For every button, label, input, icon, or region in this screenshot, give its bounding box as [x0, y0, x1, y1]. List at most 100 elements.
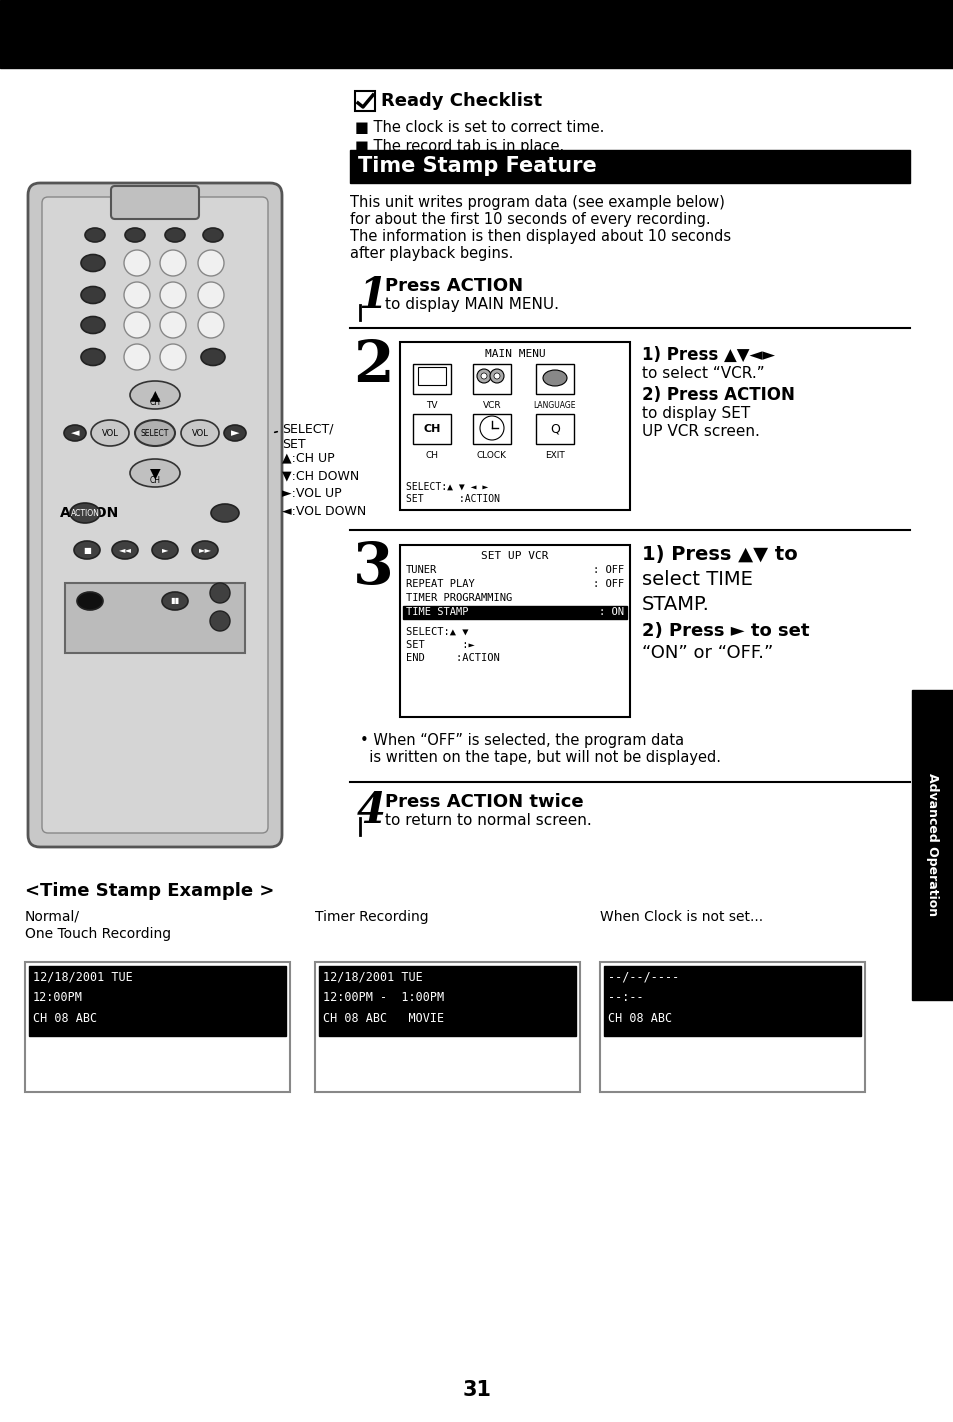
- Circle shape: [160, 282, 186, 309]
- Text: CH 08 ABC: CH 08 ABC: [33, 1012, 97, 1025]
- Bar: [536, 414, 574, 444]
- Ellipse shape: [81, 348, 105, 365]
- Text: • When “OFF” is selected, the program data: • When “OFF” is selected, the program da…: [359, 732, 683, 748]
- Text: : OFF: : OFF: [592, 579, 623, 589]
- Bar: [399, 343, 629, 510]
- Text: 1: 1: [357, 274, 387, 317]
- Text: SELECT: SELECT: [141, 428, 169, 438]
- Text: REPEAT PLAY: REPEAT PLAY: [406, 579, 475, 589]
- Text: When Clock is not set...: When Clock is not set...: [599, 910, 762, 924]
- Bar: [911, 690, 953, 1000]
- Text: ▲:CH UP: ▲:CH UP: [282, 451, 335, 464]
- Circle shape: [160, 311, 186, 338]
- Text: Timer Recording: Timer Recording: [314, 910, 428, 924]
- Ellipse shape: [64, 425, 86, 441]
- Text: 12/18/2001 TUE: 12/18/2001 TUE: [33, 970, 132, 983]
- Text: : OFF: : OFF: [592, 565, 623, 574]
- Ellipse shape: [130, 459, 180, 486]
- Text: ▼: ▼: [150, 466, 160, 481]
- FancyBboxPatch shape: [28, 183, 282, 848]
- Ellipse shape: [181, 419, 219, 447]
- Text: Q: Q: [550, 422, 559, 435]
- Bar: [473, 364, 511, 394]
- Bar: [413, 414, 451, 444]
- Text: ACTION: ACTION: [71, 509, 99, 518]
- Text: SELECT:▲ ▼ ◄ ►: SELECT:▲ ▼ ◄ ►: [406, 482, 488, 492]
- Text: CLOCK: CLOCK: [476, 451, 506, 459]
- Text: SELECT:▲ ▼: SELECT:▲ ▼: [406, 627, 468, 637]
- Text: ◄: ◄: [71, 428, 79, 438]
- Ellipse shape: [192, 540, 218, 559]
- Text: --:--: --:--: [607, 991, 643, 1004]
- Circle shape: [490, 368, 503, 383]
- Text: Time Stamp Feature: Time Stamp Feature: [357, 156, 597, 176]
- Text: VCR: VCR: [482, 401, 500, 410]
- Text: The information is then displayed about 10 seconds: The information is then displayed about …: [350, 229, 730, 245]
- Text: is written on the tape, but will not be displayed.: is written on the tape, but will not be …: [359, 749, 720, 765]
- Text: to display SET: to display SET: [641, 407, 749, 421]
- Text: 2) Press ACTION: 2) Press ACTION: [641, 385, 794, 404]
- Ellipse shape: [81, 255, 105, 272]
- Circle shape: [210, 611, 230, 631]
- Text: SET      :►: SET :►: [406, 640, 475, 650]
- Text: 2) Press ► to set: 2) Press ► to set: [641, 621, 809, 640]
- Ellipse shape: [152, 540, 178, 559]
- Text: VOL: VOL: [192, 428, 208, 438]
- Text: 1) Press ▲▼ to: 1) Press ▲▼ to: [641, 545, 797, 565]
- Bar: [29, 966, 286, 1037]
- Text: LANGUAGE: LANGUAGE: [533, 401, 576, 410]
- Circle shape: [160, 250, 186, 276]
- Text: TV: TV: [426, 401, 437, 410]
- Text: Normal/: Normal/: [25, 910, 80, 924]
- Text: ◄◄: ◄◄: [118, 546, 132, 555]
- Bar: [314, 963, 579, 1092]
- Bar: [399, 545, 629, 717]
- Text: : ON: : ON: [598, 607, 623, 617]
- Ellipse shape: [91, 419, 129, 447]
- Ellipse shape: [130, 381, 180, 410]
- Circle shape: [198, 282, 224, 309]
- Text: select TIME: select TIME: [641, 570, 752, 589]
- Ellipse shape: [203, 228, 223, 242]
- Text: SET UP VCR: SET UP VCR: [480, 550, 548, 562]
- Text: EXIT: EXIT: [544, 451, 564, 459]
- Text: ►:VOL UP: ►:VOL UP: [282, 486, 341, 501]
- Text: 31: 31: [462, 1379, 491, 1401]
- Ellipse shape: [70, 503, 100, 523]
- Text: One Touch Recording: One Touch Recording: [25, 927, 171, 941]
- Text: ACTION: ACTION: [60, 506, 119, 520]
- Text: ■: ■: [83, 546, 91, 555]
- Circle shape: [476, 368, 491, 383]
- Bar: [599, 963, 864, 1092]
- Bar: [25, 963, 290, 1092]
- Text: UP VCR screen.: UP VCR screen.: [641, 424, 760, 439]
- Bar: [413, 364, 451, 394]
- Ellipse shape: [162, 592, 188, 610]
- Text: <Time Stamp Example >: <Time Stamp Example >: [25, 882, 274, 900]
- Text: 2: 2: [353, 338, 394, 394]
- Bar: [603, 966, 861, 1037]
- Ellipse shape: [81, 317, 105, 334]
- Text: MAIN MENU: MAIN MENU: [484, 348, 545, 358]
- Circle shape: [124, 311, 150, 338]
- Text: 3: 3: [353, 540, 394, 596]
- Circle shape: [198, 250, 224, 276]
- Ellipse shape: [135, 419, 174, 447]
- Text: STAMP.: STAMP.: [641, 594, 709, 614]
- Bar: [355, 91, 375, 111]
- Text: ▼:CH DOWN: ▼:CH DOWN: [282, 469, 359, 482]
- Text: 12/18/2001 TUE: 12/18/2001 TUE: [323, 970, 422, 983]
- Text: CH: CH: [425, 451, 438, 459]
- Text: SET      :ACTION: SET :ACTION: [406, 493, 499, 503]
- Ellipse shape: [165, 228, 185, 242]
- Bar: [65, 583, 245, 653]
- Circle shape: [124, 344, 150, 370]
- Circle shape: [198, 311, 224, 338]
- Ellipse shape: [85, 228, 105, 242]
- Text: CH: CH: [423, 424, 440, 434]
- Text: to select “VCR.”: to select “VCR.”: [641, 365, 763, 381]
- Ellipse shape: [211, 503, 239, 522]
- Text: ■ The record tab is in place.: ■ The record tab is in place.: [355, 139, 563, 154]
- Text: CH: CH: [150, 476, 160, 485]
- Text: ►: ►: [162, 546, 168, 555]
